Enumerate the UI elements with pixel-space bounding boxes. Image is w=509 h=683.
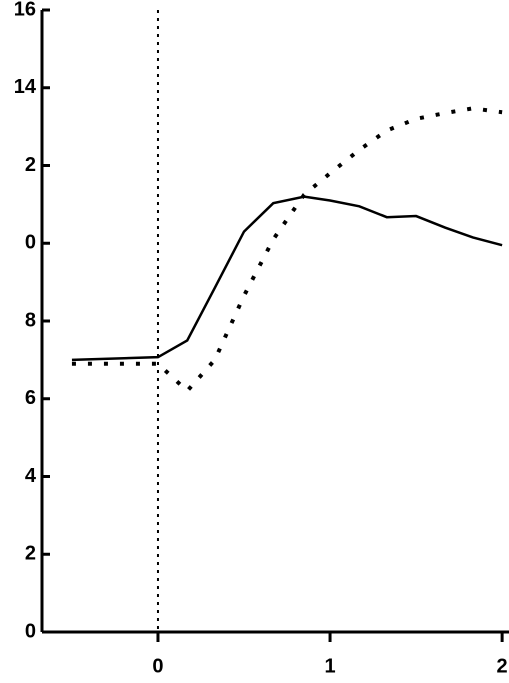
x-tick-label: 0 (152, 655, 163, 677)
y-tick-label: 4 (25, 465, 37, 487)
y-tick-label: 0 (25, 232, 36, 254)
x-tick-label: 1 (324, 655, 335, 677)
y-tick-label: 6 (25, 387, 36, 409)
y-tick-label: 14 (14, 76, 37, 98)
y-tick-label: 0 (25, 620, 36, 642)
x-tick-label: 2 (497, 655, 508, 677)
y-tick-label: 16 (14, 0, 36, 20)
data-line (71, 106, 503, 394)
y-tick-label: 8 (25, 309, 36, 331)
data-line (71, 195, 503, 362)
y-tick-label: 2 (25, 154, 36, 176)
y-tick-label: 2 (25, 543, 36, 565)
